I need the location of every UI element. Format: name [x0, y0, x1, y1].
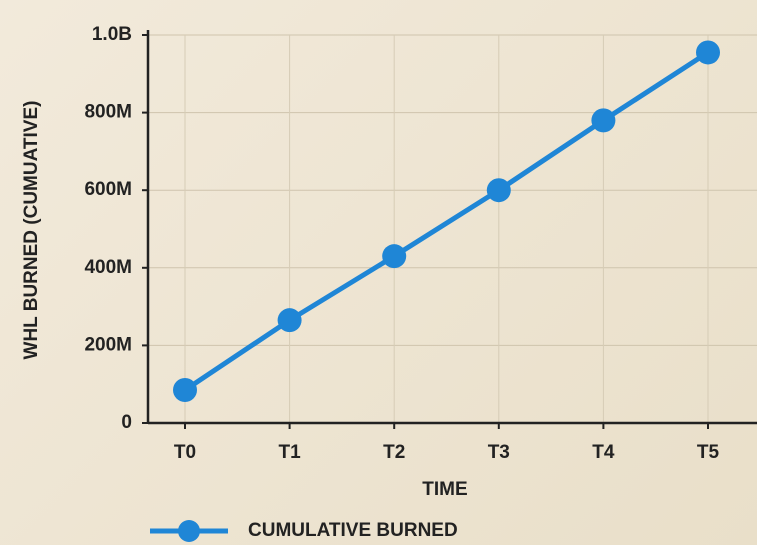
- y-tick-label: 0: [121, 412, 132, 433]
- x-tick-label: T0: [174, 442, 196, 463]
- x-tick-label: T5: [697, 442, 720, 463]
- point: [591, 108, 616, 133]
- x-tick-label: T2: [383, 442, 405, 463]
- legend-marker: [178, 520, 200, 542]
- y-tick-label: 600M: [84, 179, 132, 200]
- x-tick-label: T1: [279, 442, 302, 463]
- point: [696, 40, 720, 65]
- y-tick-label: 800M: [84, 102, 132, 123]
- point: [277, 308, 302, 333]
- y-axis-title: WHL BURNED (CUMUATIVE): [21, 101, 42, 360]
- x-axis-title: TIME: [422, 479, 467, 500]
- y-tick-label: 400M: [84, 257, 132, 278]
- x-tick-label: T3: [488, 442, 510, 463]
- line: [183, 50, 710, 393]
- y-tick-label: 200M: [84, 334, 132, 355]
- legend-label: CUMULATIVE BURNED: [248, 520, 458, 541]
- point: [173, 378, 197, 403]
- y-tick-label: 1.0B: [92, 24, 132, 45]
- point: [486, 178, 511, 203]
- x-tick-label: T4: [592, 442, 615, 463]
- point: [382, 244, 407, 269]
